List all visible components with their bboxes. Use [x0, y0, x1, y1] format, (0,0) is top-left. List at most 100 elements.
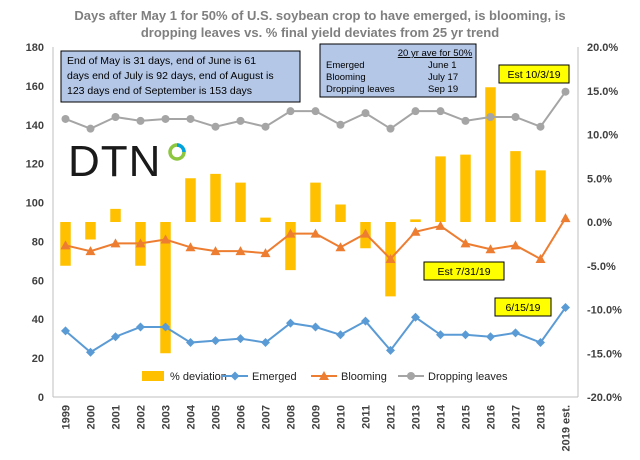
emerged-point	[261, 338, 270, 348]
x-tick-label: 2004	[186, 404, 198, 429]
blooming-point	[185, 242, 196, 252]
callout-est-july: Est 7/31/19	[423, 261, 505, 281]
deviation-bar	[160, 222, 171, 354]
emerged-point	[86, 347, 95, 357]
x-tick-label: 2015	[461, 405, 473, 429]
x-tick-label: 2014	[436, 404, 448, 429]
x-tick-label: 2009	[311, 405, 323, 429]
blooming-point	[560, 213, 571, 223]
dropping-leaves-point	[286, 107, 295, 116]
blooming-point	[285, 228, 296, 238]
emerged-point	[186, 338, 195, 348]
x-tick-label: 2006	[236, 405, 248, 429]
x-tick-label: 2013	[411, 405, 423, 429]
dropping-leaves-point	[61, 114, 70, 123]
legend-label-pct-deviation: % deviation	[170, 371, 227, 383]
callout-est-october: Est 10/3/19	[498, 64, 570, 84]
emerged-point	[286, 318, 295, 328]
dropping-leaves-point	[436, 107, 445, 116]
blooming-point	[360, 228, 371, 238]
deviation-bar	[210, 173, 221, 222]
average-box-bg	[319, 43, 477, 98]
emerged-point	[436, 330, 445, 340]
legend-marker-blooming	[319, 371, 329, 380]
callout-june-text: 6/15/19	[505, 302, 540, 314]
left-tick-label: 140	[26, 120, 44, 132]
deviation-bar	[335, 204, 346, 222]
x-axis: 1999 2000 2001 2002 2003 2004 2005 2006 2007 2008…	[61, 404, 573, 451]
x-tick-label: 2003	[161, 405, 173, 429]
x-tick-label: 2016	[486, 405, 498, 429]
average-row-value-emerged: June 1	[428, 60, 457, 71]
deviation-bar	[285, 222, 296, 271]
x-tick-label: 2001	[111, 405, 123, 429]
left-tick-label: 20	[32, 353, 44, 365]
blooming-point	[435, 220, 446, 230]
right-tick-label: 10.0%	[587, 130, 618, 142]
blooming-point	[410, 226, 421, 236]
x-tick-label: 2010	[336, 405, 348, 429]
legend-label-emerged: Emerged	[252, 371, 297, 383]
right-axis: -20.0% -15.0% -10.0% -5.0% 0.0% 5.0% 10.0% 15.0…	[587, 42, 622, 404]
dropping-leaves-point	[536, 122, 545, 131]
blooming-point	[485, 244, 496, 254]
dropping-leaves-point	[236, 116, 245, 125]
deviation-bar	[535, 170, 546, 222]
deviation-bar	[260, 217, 271, 222]
emerged-point	[61, 326, 70, 336]
average-row-label-blooming: Blooming	[326, 72, 366, 83]
blooming-point	[85, 246, 96, 256]
emerged-point	[161, 322, 170, 332]
x-tick-label: 2017	[511, 405, 523, 429]
right-tick-label: 20.0%	[587, 42, 618, 54]
left-tick-label: 40	[32, 314, 44, 326]
legend-label-dropping-leaves: Dropping leaves	[428, 371, 508, 383]
days-info-line-2: days end of July is 92 days, end of Augu…	[67, 70, 274, 82]
emerged-point	[536, 338, 545, 348]
blooming-point	[310, 228, 321, 238]
legend-label-blooming: Blooming	[341, 371, 387, 383]
emerged-point	[386, 345, 395, 355]
average-row-value-blooming: July 17	[428, 72, 458, 83]
days-info-box-bg	[60, 50, 301, 103]
left-tick-label: 160	[26, 81, 44, 93]
dropping-leaves-point	[386, 124, 395, 133]
dropping-leaves-point	[461, 116, 470, 125]
dropping-leaves-point	[336, 120, 345, 129]
callout-est-october-bg	[498, 64, 570, 84]
blooming-point	[510, 240, 521, 250]
legend: % deviation Emerged Blooming Dropping leave…	[142, 371, 508, 383]
blooming-point	[335, 242, 346, 252]
dtn-logo-text: DTN	[68, 137, 161, 186]
left-tick-label: 120	[26, 159, 44, 171]
emerged-point	[311, 322, 320, 332]
left-tick-label: 100	[26, 198, 44, 210]
right-tick-label: -5.0%	[587, 261, 616, 273]
deviation-bar	[510, 151, 521, 222]
emerged-point	[336, 330, 345, 340]
callout-est-july-text: Est 7/31/19	[437, 266, 490, 278]
average-box-heading: 20 yr ave for 50%	[398, 48, 473, 59]
days-info-line-3: 123 days end of September is 153 days	[67, 85, 252, 97]
emerged-point	[361, 316, 370, 326]
x-tick-label: 2012	[386, 405, 398, 429]
dropping-leaves-point	[86, 124, 95, 133]
deviation-bar	[85, 222, 96, 240]
days-info-box: End of May is 31 days, end of June is 61…	[60, 50, 301, 103]
deviation-bar	[485, 87, 496, 222]
emerged-point	[211, 336, 220, 346]
left-tick-label: 60	[32, 275, 44, 287]
x-tick-label: 2008	[286, 405, 298, 429]
blooming-point	[260, 248, 271, 258]
average-row-label-emerged: Emerged	[326, 60, 365, 71]
blooming-point	[160, 234, 171, 244]
emerged-point	[561, 303, 570, 313]
x-tick-label: 2019 est.	[561, 405, 573, 451]
emerged-point	[411, 312, 420, 322]
dtn-logo: DTN	[68, 137, 186, 186]
emerged-point	[486, 332, 495, 342]
dropping-leaves-point	[511, 113, 520, 121]
series-lines	[60, 87, 571, 357]
deviation-bar	[310, 182, 321, 222]
deviation-bars	[60, 87, 546, 354]
